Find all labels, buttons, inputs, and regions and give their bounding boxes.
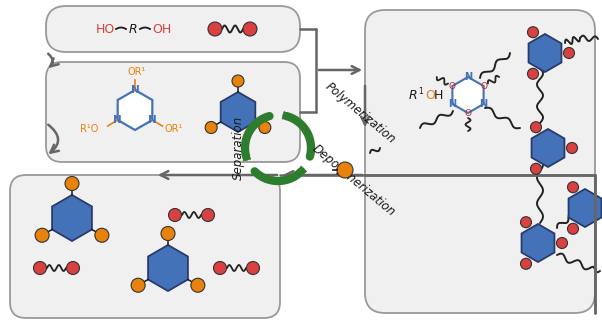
Circle shape	[337, 162, 353, 178]
Text: H: H	[434, 89, 444, 101]
Circle shape	[95, 228, 109, 242]
Circle shape	[131, 278, 145, 292]
FancyBboxPatch shape	[46, 6, 300, 52]
Circle shape	[208, 22, 222, 36]
Polygon shape	[282, 111, 294, 119]
Circle shape	[246, 262, 259, 275]
Text: 1: 1	[418, 87, 423, 96]
Circle shape	[214, 262, 226, 275]
Text: R: R	[129, 23, 137, 36]
Text: N: N	[148, 115, 157, 125]
Polygon shape	[221, 92, 255, 132]
Circle shape	[568, 223, 579, 234]
Circle shape	[563, 47, 574, 58]
Text: N: N	[480, 99, 488, 109]
Text: R: R	[408, 89, 417, 101]
Circle shape	[65, 176, 79, 191]
Text: Depolymerization: Depolymerization	[310, 141, 398, 218]
Polygon shape	[529, 34, 562, 72]
Text: N: N	[131, 85, 140, 95]
Text: N: N	[464, 72, 472, 82]
Circle shape	[259, 121, 271, 133]
FancyBboxPatch shape	[10, 175, 280, 318]
Polygon shape	[296, 166, 306, 177]
Text: HO: HO	[95, 23, 114, 36]
Circle shape	[169, 209, 181, 222]
FancyBboxPatch shape	[365, 10, 595, 313]
Circle shape	[205, 121, 217, 133]
Text: Separation: Separation	[232, 116, 244, 180]
Text: O: O	[425, 89, 435, 101]
Circle shape	[232, 75, 244, 87]
Text: O: O	[449, 81, 456, 90]
Polygon shape	[117, 90, 152, 130]
Polygon shape	[532, 129, 565, 167]
Text: OH: OH	[152, 23, 172, 36]
FancyBboxPatch shape	[46, 62, 300, 162]
Text: OR¹: OR¹	[128, 67, 146, 77]
Polygon shape	[52, 195, 92, 241]
Polygon shape	[148, 245, 188, 291]
Polygon shape	[521, 224, 554, 262]
Text: O: O	[480, 81, 487, 90]
Circle shape	[568, 182, 579, 193]
Text: N: N	[113, 115, 122, 125]
Circle shape	[527, 68, 539, 79]
Circle shape	[243, 22, 257, 36]
Circle shape	[35, 228, 49, 242]
Polygon shape	[568, 189, 601, 227]
Circle shape	[566, 142, 577, 153]
Polygon shape	[453, 77, 483, 113]
Circle shape	[66, 262, 79, 275]
Circle shape	[521, 217, 532, 228]
Circle shape	[202, 209, 214, 222]
Polygon shape	[243, 149, 251, 161]
Text: N: N	[448, 99, 456, 109]
Circle shape	[161, 226, 175, 241]
Circle shape	[34, 262, 46, 275]
Text: Polymerization: Polymerization	[323, 80, 399, 146]
Text: R¹O: R¹O	[80, 124, 99, 134]
Circle shape	[191, 278, 205, 292]
Circle shape	[527, 27, 539, 38]
Circle shape	[556, 237, 568, 248]
Circle shape	[530, 122, 542, 133]
Circle shape	[530, 163, 542, 174]
Text: O: O	[465, 109, 471, 118]
Text: OR¹: OR¹	[164, 124, 182, 134]
Circle shape	[521, 258, 532, 269]
